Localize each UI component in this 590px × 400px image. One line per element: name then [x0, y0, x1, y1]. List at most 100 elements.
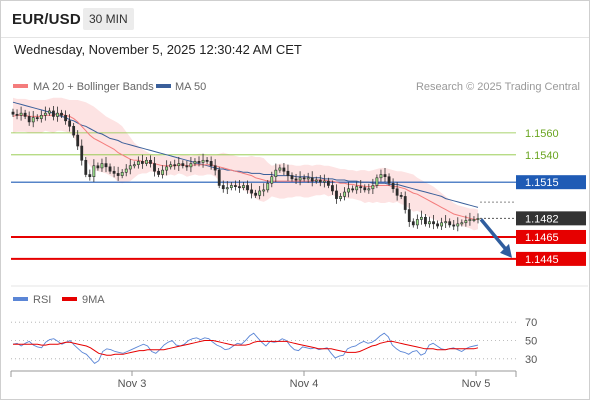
- candles: [11, 106, 480, 232]
- bollinger-band-area: [13, 97, 478, 231]
- resistance-label: 1.1560: [525, 128, 559, 140]
- bollinger-bands: [13, 97, 478, 231]
- candle-up: [47, 110, 51, 114]
- candle-down: [173, 164, 177, 167]
- candle-up: [262, 189, 266, 192]
- x-tick-label: Nov 4: [290, 378, 319, 390]
- candle-up: [128, 165, 132, 170]
- candle-down: [221, 185, 225, 190]
- candle-down: [302, 177, 306, 180]
- candle-down: [185, 165, 189, 168]
- ma50-line: [12, 101, 479, 208]
- candle-down: [246, 185, 249, 191]
- candle-down: [181, 163, 185, 167]
- candle-up: [258, 190, 262, 196]
- candle-down: [15, 113, 19, 116]
- candle-down: [432, 221, 435, 225]
- chart-header: EUR/USD 30 MIN: [1, 1, 589, 38]
- candle-down: [217, 169, 221, 186]
- current-price-box: [516, 211, 586, 226]
- candle-up: [266, 182, 270, 191]
- x-tick-label: Nov 3: [118, 378, 147, 390]
- candle-down: [238, 186, 241, 189]
- candle-down: [359, 186, 363, 189]
- candle-up: [464, 220, 468, 224]
- candle-up: [347, 188, 351, 193]
- interval-badge[interactable]: 30 MIN: [83, 8, 134, 30]
- candle-up: [444, 221, 448, 224]
- candle-down: [387, 176, 391, 184]
- candle-down: [436, 223, 439, 227]
- candle-up: [43, 112, 47, 116]
- candle-down: [282, 167, 286, 172]
- candle-down: [112, 170, 116, 174]
- ma20-line: [12, 113, 478, 220]
- candle-up: [242, 185, 245, 188]
- candle-down: [331, 185, 334, 192]
- candle-up: [339, 196, 342, 199]
- candle-up: [169, 164, 173, 168]
- candle-down: [64, 115, 67, 122]
- candle-up: [193, 161, 197, 164]
- candle-up: [165, 166, 169, 171]
- candle-down: [310, 177, 314, 182]
- candle-up: [440, 222, 444, 227]
- candle-up: [161, 169, 165, 175]
- candle-down: [35, 117, 39, 120]
- candle-down: [448, 221, 452, 226]
- candle-up: [177, 163, 181, 167]
- candle-down: [318, 179, 322, 183]
- candle-up: [306, 177, 310, 180]
- candle-down: [205, 159, 209, 162]
- rsi-ma-legend-swatch: [62, 297, 77, 301]
- moving-averages: [12, 101, 479, 220]
- candle-up: [278, 167, 282, 171]
- research-credit: Research © 2025 Trading Central: [416, 81, 580, 93]
- candle-up: [274, 169, 278, 178]
- candle-down: [153, 163, 156, 172]
- candle-up: [120, 172, 124, 176]
- candle-down: [395, 188, 399, 196]
- candle-up: [225, 187, 229, 190]
- rsi-9ma-line: [13, 340, 479, 356]
- rsi-line: [12, 332, 479, 364]
- candle-down: [60, 112, 63, 116]
- candle-down: [72, 125, 76, 136]
- candle-down: [391, 182, 395, 190]
- candle-down: [149, 159, 152, 164]
- candle-down: [383, 174, 387, 178]
- candle-up: [100, 163, 104, 169]
- candle-up: [355, 186, 359, 191]
- candle-down: [399, 195, 403, 197]
- candle-down: [96, 165, 100, 169]
- candle-up: [322, 180, 326, 183]
- candle-up: [124, 168, 128, 173]
- x-tick-label: Nov 5: [462, 378, 491, 390]
- candle-down: [80, 145, 84, 161]
- rsi-tick-label: 30: [525, 354, 537, 366]
- candle-down: [52, 110, 55, 117]
- candle-up: [415, 219, 419, 226]
- forecast-arrow: [479, 218, 512, 258]
- candle-up: [371, 185, 375, 190]
- rsi-lines: [12, 332, 479, 364]
- candle-down: [108, 166, 112, 172]
- candle-up: [39, 115, 43, 119]
- candle-down: [335, 190, 338, 199]
- candle-up: [229, 185, 233, 188]
- candle-up: [460, 222, 464, 225]
- candle-up: [56, 112, 59, 117]
- candle-down: [286, 170, 290, 176]
- arrow-shaft: [479, 218, 510, 254]
- support-label: 1.1445: [525, 254, 559, 266]
- timestamp: Wednesday, November 5, 2025 12:30:42 AM …: [14, 42, 302, 57]
- candle-up: [19, 112, 23, 116]
- candle-up: [379, 174, 383, 179]
- candle-down: [326, 180, 330, 186]
- candle-up: [31, 117, 35, 123]
- candle-up: [136, 161, 140, 165]
- pivot-label: 1.1515: [525, 177, 559, 189]
- ma20-legend-swatch: [13, 84, 28, 88]
- ma50-legend-swatch: [156, 84, 171, 88]
